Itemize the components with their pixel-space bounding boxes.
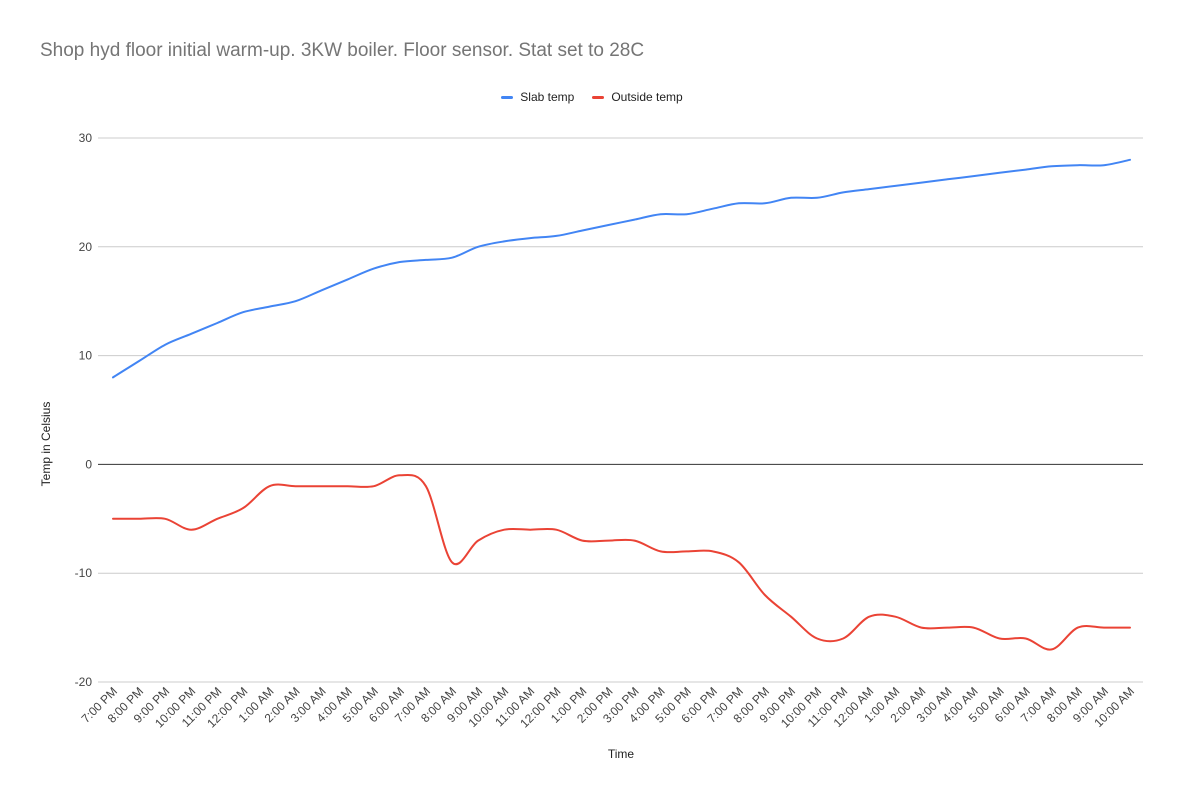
- legend: Slab temp Outside temp: [0, 90, 1184, 104]
- gridlines: [98, 137, 1143, 683]
- series-line-outside-temp: [112, 473, 1131, 651]
- y-axis-ticks: 30 20 10 0 -10 -20: [75, 131, 93, 689]
- legend-swatch-outside: [592, 95, 605, 99]
- y-tick-label: -20: [75, 675, 93, 689]
- y-tick-label: -10: [75, 566, 93, 580]
- x-axis-title: Time: [608, 747, 635, 761]
- y-tick-label: 0: [85, 457, 92, 471]
- series-lines: [112, 158, 1131, 651]
- chart-title: Shop hyd floor initial warm-up. 3KW boil…: [40, 40, 645, 61]
- legend-item-slab: Slab temp: [501, 90, 574, 104]
- y-tick-label: 20: [79, 240, 93, 254]
- legend-label-slab: Slab temp: [520, 90, 575, 104]
- legend-swatch-slab: [501, 95, 514, 99]
- y-tick-label: 10: [79, 349, 93, 363]
- legend-item-outside: Outside temp: [592, 90, 683, 104]
- legend-label-outside: Outside temp: [611, 90, 683, 104]
- y-axis-title: Temp in Celsius: [39, 402, 53, 487]
- series-line-slab-temp: [112, 158, 1131, 379]
- y-tick-label: 30: [79, 131, 93, 145]
